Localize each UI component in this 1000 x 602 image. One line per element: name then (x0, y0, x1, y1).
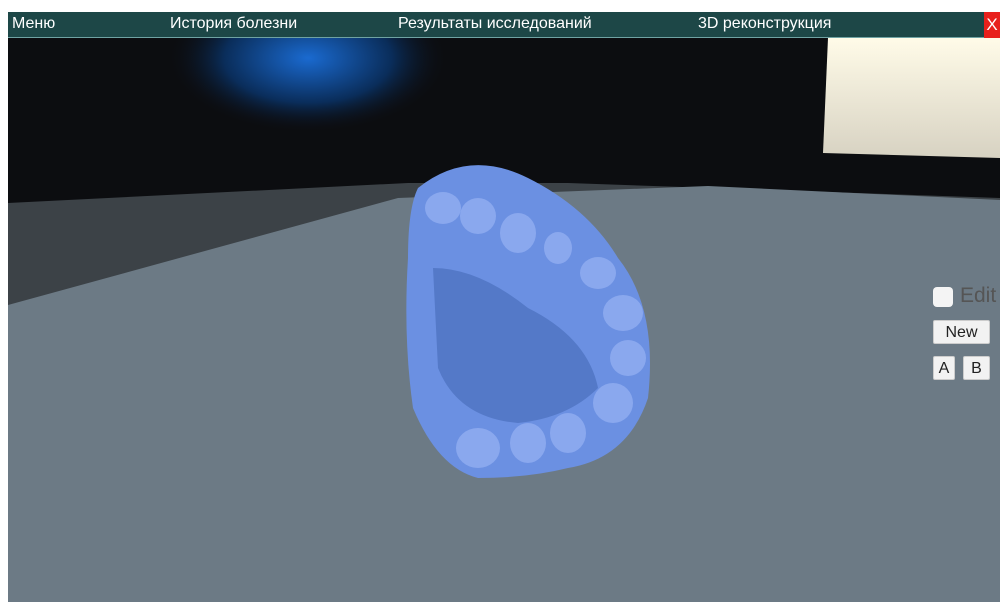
menu-item[interactable]: Результаты исследований (398, 15, 592, 32)
button-b[interactable]: B (963, 356, 990, 380)
checkbox-label[interactable]: Edit (960, 284, 997, 307)
close-button[interactable]: X (984, 12, 1000, 38)
light-panel (823, 38, 1000, 158)
new-button[interactable]: New (933, 320, 990, 344)
menu-item[interactable]: История болезни (170, 15, 298, 32)
checkbox[interactable] (933, 287, 953, 307)
3d-viewport[interactable] (8, 38, 1000, 602)
teeth (425, 192, 646, 468)
menu-item[interactable]: 3D реконструкция (698, 15, 832, 32)
palate (433, 268, 598, 423)
menu-bar: Меню История болезни Результаты исследов… (8, 12, 1000, 38)
menu-item[interactable]: Меню (12, 15, 56, 32)
button-a[interactable]: A (933, 356, 955, 380)
light-glow (168, 38, 448, 133)
